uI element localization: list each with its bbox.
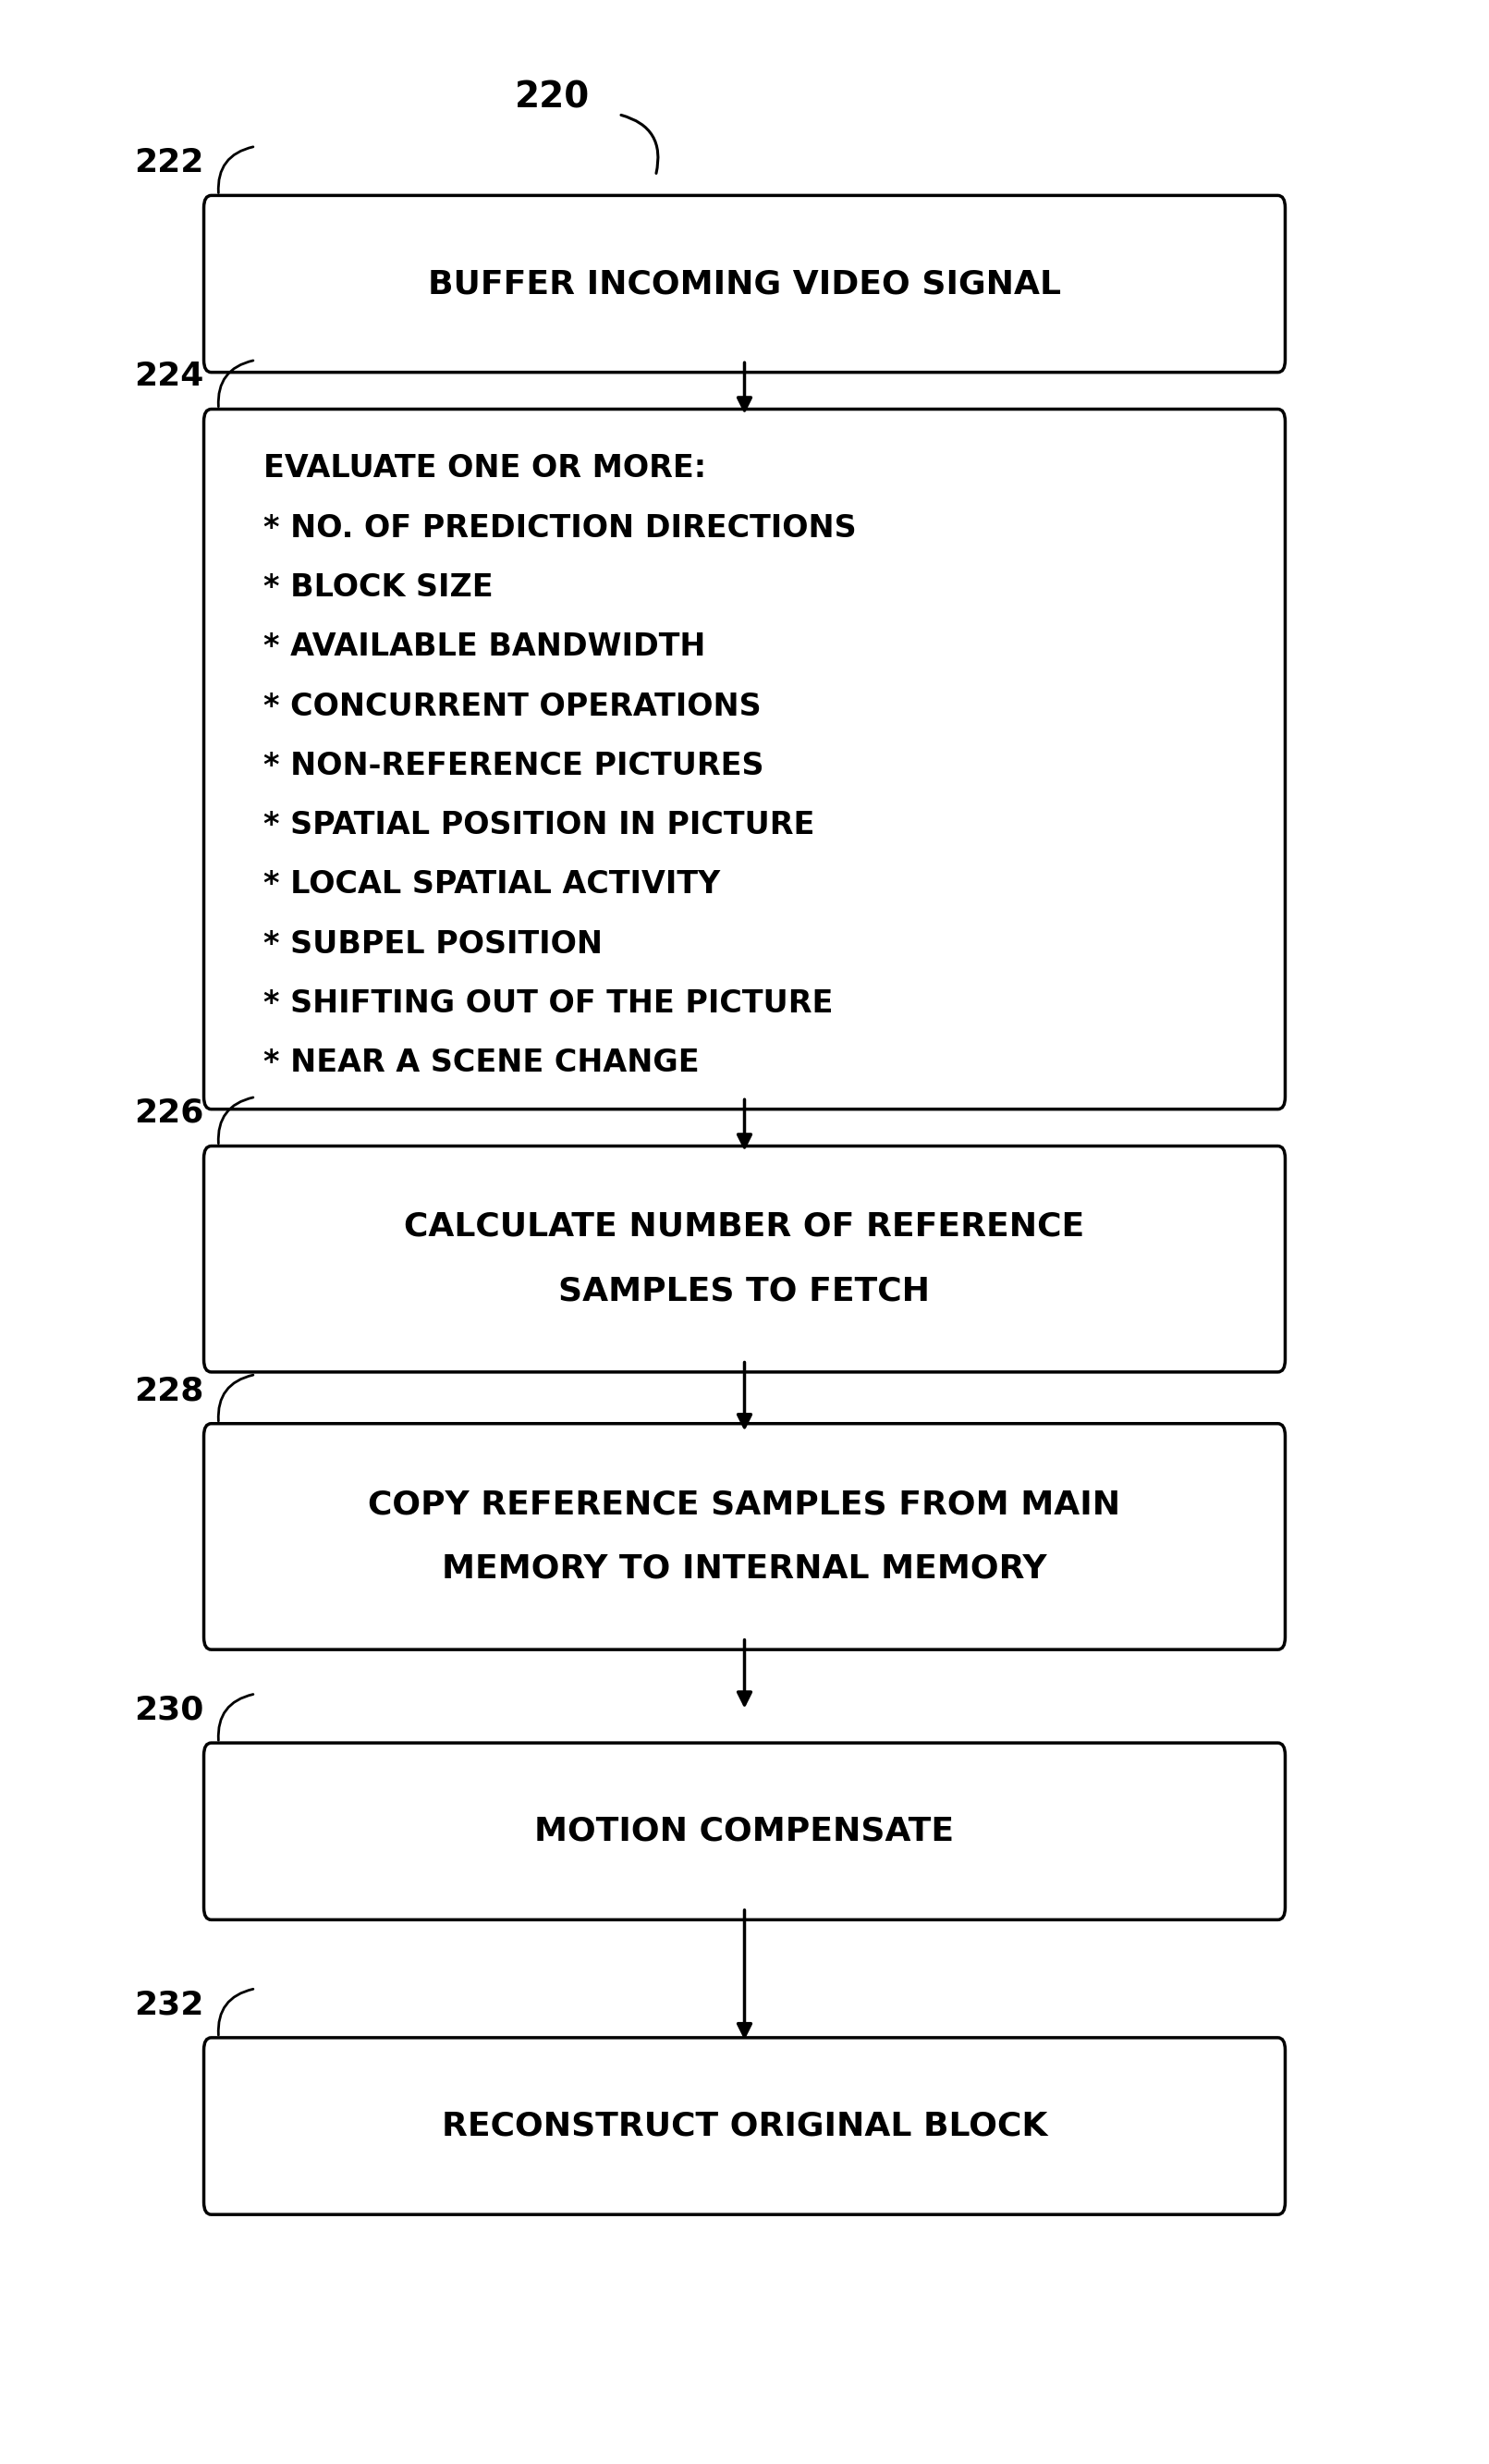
Text: * SHIFTING OUT OF THE PICTURE: * SHIFTING OUT OF THE PICTURE bbox=[264, 988, 832, 1020]
FancyBboxPatch shape bbox=[204, 1742, 1285, 1919]
Text: 220: 220 bbox=[515, 79, 590, 116]
Text: * SPATIAL POSITION IN PICTURE: * SPATIAL POSITION IN PICTURE bbox=[264, 811, 814, 840]
FancyBboxPatch shape bbox=[204, 409, 1285, 1109]
Text: * NON-REFERENCE PICTURES: * NON-REFERENCE PICTURES bbox=[264, 752, 764, 781]
FancyBboxPatch shape bbox=[204, 195, 1285, 372]
Text: * CONCURRENT OPERATIONS: * CONCURRENT OPERATIONS bbox=[264, 692, 761, 722]
Text: 226: 226 bbox=[134, 1096, 204, 1129]
Text: RECONSTRUCT ORIGINAL BLOCK: RECONSTRUCT ORIGINAL BLOCK bbox=[442, 2109, 1047, 2141]
Text: EVALUATE ONE OR MORE:: EVALUATE ONE OR MORE: bbox=[264, 453, 706, 483]
Text: SAMPLES TO FETCH: SAMPLES TO FETCH bbox=[558, 1276, 931, 1306]
Text: 228: 228 bbox=[134, 1375, 204, 1407]
Text: 230: 230 bbox=[134, 1695, 204, 1725]
Text: * AVAILABLE BANDWIDTH: * AVAILABLE BANDWIDTH bbox=[264, 631, 706, 663]
FancyBboxPatch shape bbox=[204, 1424, 1285, 1648]
Text: COPY REFERENCE SAMPLES FROM MAIN: COPY REFERENCE SAMPLES FROM MAIN bbox=[368, 1488, 1121, 1520]
FancyBboxPatch shape bbox=[204, 1146, 1285, 1372]
Text: * SUBPEL POSITION: * SUBPEL POSITION bbox=[264, 929, 602, 958]
Text: * NO. OF PREDICTION DIRECTIONS: * NO. OF PREDICTION DIRECTIONS bbox=[264, 513, 856, 545]
Text: * LOCAL SPATIAL ACTIVITY: * LOCAL SPATIAL ACTIVITY bbox=[264, 870, 719, 899]
Text: MEMORY TO INTERNAL MEMORY: MEMORY TO INTERNAL MEMORY bbox=[442, 1552, 1047, 1584]
Text: * NEAR A SCENE CHANGE: * NEAR A SCENE CHANGE bbox=[264, 1047, 698, 1079]
Text: BUFFER INCOMING VIDEO SIGNAL: BUFFER INCOMING VIDEO SIGNAL bbox=[427, 269, 1062, 301]
FancyBboxPatch shape bbox=[204, 2038, 1285, 2215]
Text: 224: 224 bbox=[134, 360, 204, 392]
Text: * BLOCK SIZE: * BLOCK SIZE bbox=[264, 572, 493, 604]
Text: 222: 222 bbox=[134, 148, 204, 177]
Text: MOTION COMPENSATE: MOTION COMPENSATE bbox=[535, 1816, 954, 1848]
Text: CALCULATE NUMBER OF REFERENCE: CALCULATE NUMBER OF REFERENCE bbox=[404, 1212, 1085, 1242]
Text: 232: 232 bbox=[134, 1988, 204, 2020]
